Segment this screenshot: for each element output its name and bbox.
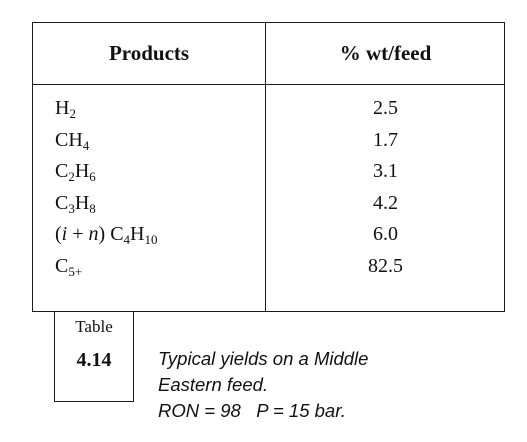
header-wt-feed: % wt/feed xyxy=(339,41,432,65)
product-formula: H2 xyxy=(55,97,76,121)
table-row: C2H6 3.1 xyxy=(33,156,504,188)
product-value: 4.2 xyxy=(373,191,398,214)
table-caption-text: Typical yields on a Middle Eastern feed.… xyxy=(158,346,368,424)
caption-number: 4.14 xyxy=(76,349,112,371)
product-formula: (i + n) C4H10 xyxy=(55,223,158,247)
product-value: 3.1 xyxy=(373,160,398,182)
product-formula: C3H8 xyxy=(55,191,96,216)
product-value: 1.7 xyxy=(373,128,398,151)
table-header-row: Products % wt/feed xyxy=(33,23,504,85)
caption-line: RON = 98 P = 15 bar. xyxy=(158,400,346,421)
table-row: H2 2.5 xyxy=(33,93,504,125)
product-value: 6.0 xyxy=(373,223,398,245)
table-row: C5+ 82.5 xyxy=(33,251,504,283)
header-products: Products xyxy=(108,41,190,65)
product-value: 82.5 xyxy=(368,254,403,277)
table-body: H2 2.5 CH4 1.7 C2H6 3.1 C3H8 4.2 (i + n)… xyxy=(33,93,504,282)
caption-label: Table xyxy=(75,317,113,336)
table-row: C3H8 4.2 xyxy=(33,188,504,220)
table-caption-tab: Table 4.14 xyxy=(54,311,134,402)
caption-line: Eastern feed. xyxy=(158,374,269,395)
table-row: (i + n) C4H10 6.0 xyxy=(33,219,504,251)
column-divider xyxy=(265,23,266,311)
caption-line: Typical yields on a Middle xyxy=(158,348,369,369)
yields-table: Products % wt/feed H2 2.5 CH4 1.7 C2H6 3… xyxy=(32,22,505,312)
table-row: CH4 1.7 xyxy=(33,125,504,157)
product-formula: C2H6 xyxy=(55,160,96,184)
product-value: 2.5 xyxy=(373,97,398,119)
product-formula: CH4 xyxy=(55,128,90,153)
product-formula: C5+ xyxy=(55,254,83,279)
